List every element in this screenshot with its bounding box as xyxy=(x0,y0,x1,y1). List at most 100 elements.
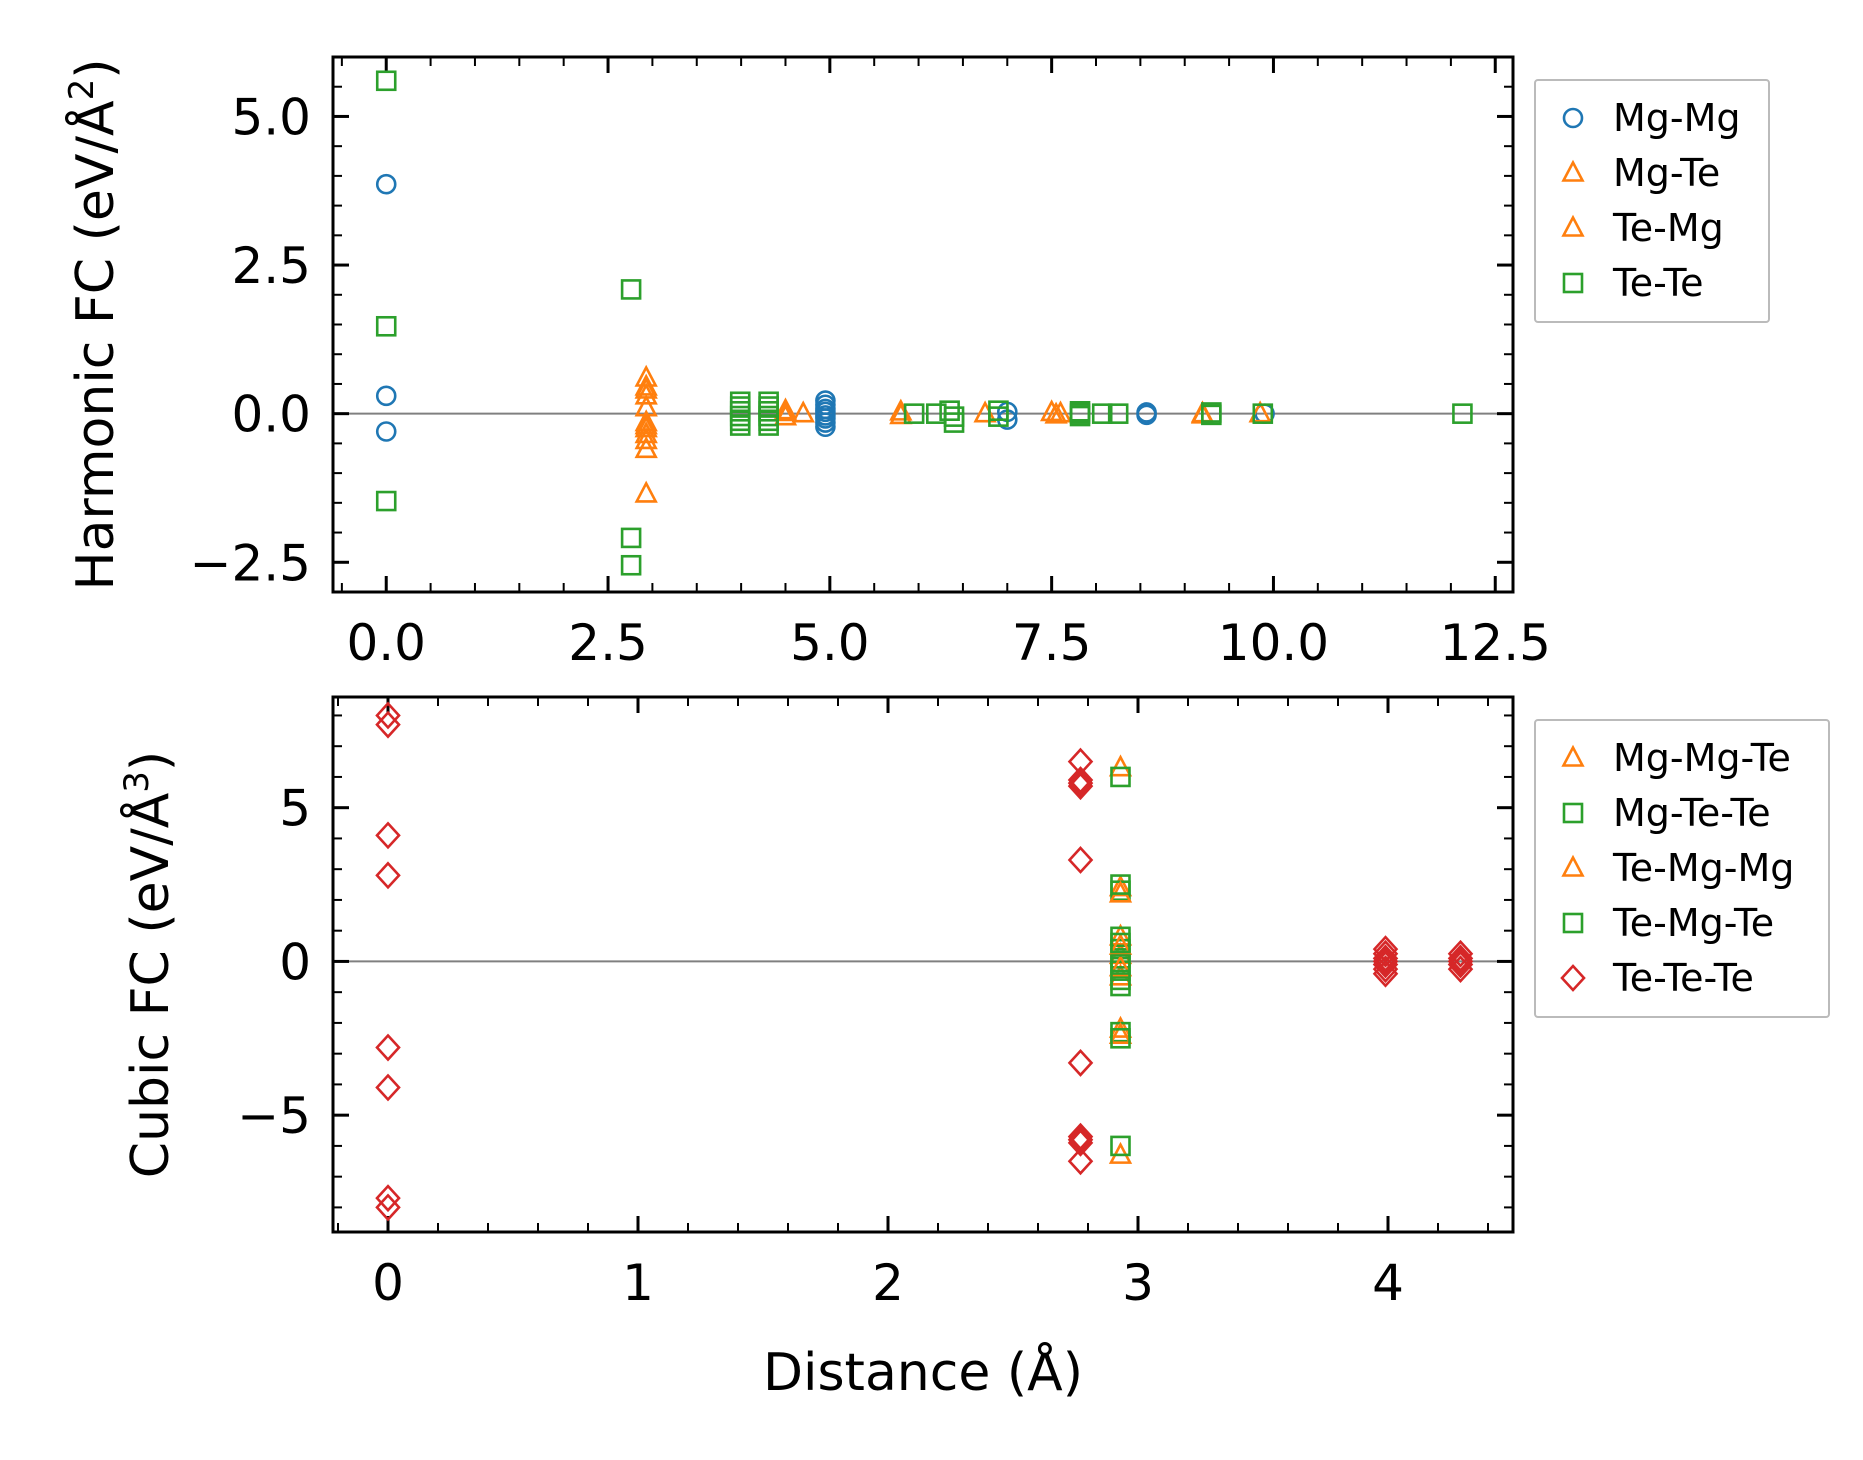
data-point-te-te xyxy=(903,403,925,424)
data-point-te-te xyxy=(758,415,779,436)
harmonic-x-tick-label: 2.5 xyxy=(568,614,648,672)
data-point-mg-te xyxy=(773,403,798,426)
harmonic-points xyxy=(375,70,1473,576)
legend-label-mg-mg-te: Mg-Mg-Te xyxy=(1613,736,1791,780)
data-point-te-te-te xyxy=(1372,959,1399,988)
legend-label-mg-mg: Mg-Mg xyxy=(1613,96,1741,140)
data-point-mg-mg-te xyxy=(1108,1015,1133,1038)
cubic-y-axis-label-main: Cubic FC (eV/Å xyxy=(119,792,181,1178)
cubic-series-te-mg-te xyxy=(1110,874,1131,1049)
data-point-te-te-te xyxy=(375,861,401,890)
legend-label-te-mg-te: Te-Mg-Te xyxy=(1612,901,1774,945)
legend-marker-mg-te xyxy=(1561,159,1585,182)
harmonic-panel: 0.0 2.5 5.0 7.5 10.0 12.5 −2.5 0.0 2.5 5.0 Harmon… xyxy=(62,55,1770,672)
data-point-mg-te-te xyxy=(1110,1135,1131,1157)
data-point-te-te xyxy=(1091,403,1113,424)
harmonic-y-tick-label: 0.0 xyxy=(231,386,311,444)
data-point-te-te-te xyxy=(1067,769,1094,798)
data-point-te-te-te xyxy=(1447,944,1474,973)
data-point-mg-mg xyxy=(815,416,836,438)
harmonic-y-tick-label: 2.5 xyxy=(231,237,311,295)
harmonic-x-tick-label: 0.0 xyxy=(346,614,426,672)
cubic-y-tick-label: 5 xyxy=(279,780,311,838)
legend-label-mg-te-te: Mg-Te-Te xyxy=(1613,791,1771,835)
harmonic-x-tick-label: 7.5 xyxy=(1012,614,1092,672)
data-point-te-mg xyxy=(773,399,798,422)
data-point-te-te xyxy=(988,406,1009,427)
harmonic-y-tick-label: 5.0 xyxy=(231,88,311,146)
data-point-te-mg-mg xyxy=(1108,1021,1133,1045)
data-point-te-te-te xyxy=(1067,1128,1094,1157)
data-point-mg-mg xyxy=(1136,404,1157,426)
cubic-legend: Mg-Mg-Te Mg-Te-Te Te-Mg-Mg Te-Mg-Te Te-Te-Te xyxy=(1534,719,1830,1018)
data-point-te-te-te xyxy=(1067,766,1094,794)
cubic-x-tick-label: 3 xyxy=(1122,1254,1154,1312)
data-point-te-te-te xyxy=(1067,1048,1094,1077)
data-point-te-te-te xyxy=(1372,955,1399,984)
data-point-te-mg xyxy=(634,382,658,405)
cubic-points xyxy=(375,701,1474,1222)
data-point-mg-te xyxy=(1248,400,1272,423)
cubic-y-axis-label-close: ) xyxy=(121,751,181,771)
cubic-x-axis-label: Distance (Å) xyxy=(763,1341,1083,1403)
data-point-te-te xyxy=(1201,404,1222,426)
harmonic-plot-frame xyxy=(331,55,1515,594)
data-point-te-te-te xyxy=(1067,772,1094,801)
legend-marker-mg-te-te xyxy=(1562,802,1584,824)
cubic-x-tick-label: 2 xyxy=(872,1254,904,1312)
legend-label-te-te-te: Te-Te-Te xyxy=(1612,956,1754,1000)
cubic-x-tick-label: 1 xyxy=(622,1254,654,1312)
data-point-te-te xyxy=(375,70,397,92)
harmonic-y-axis-label-close: ) xyxy=(66,58,126,78)
cubic-x-tick-label: 0 xyxy=(372,1254,404,1312)
cubic-y-tick-label: −5 xyxy=(237,1087,311,1145)
data-point-te-te xyxy=(729,415,751,436)
harmonic-ticks: 0.0 2.5 5.0 7.5 10.0 12.5 −2.5 0.0 2.5 5.0 xyxy=(190,56,1551,672)
cubic-y-axis-label-sup: 3 xyxy=(117,771,157,793)
data-point-te-te xyxy=(620,279,642,300)
data-point-mg-te xyxy=(791,400,815,423)
harmonic-x-tick-label: 5.0 xyxy=(790,614,870,672)
cubic-y-axis-label: Cubic FC (eV/Å3) xyxy=(117,751,181,1178)
legend-marker-te-mg-te xyxy=(1562,912,1584,934)
data-point-te-te-te xyxy=(375,710,401,739)
data-point-mg-mg xyxy=(375,421,397,442)
harmonic-legend-box xyxy=(1534,79,1770,323)
data-point-te-te-te xyxy=(1372,944,1399,973)
harmonic-y-tick-label: −2.5 xyxy=(190,534,311,592)
data-point-te-mg-te xyxy=(1110,874,1131,895)
data-point-te-te xyxy=(620,527,642,549)
harmonic-series-te-mg xyxy=(634,382,1068,435)
data-point-te-te-te xyxy=(1372,950,1399,979)
data-point-te-mg-te xyxy=(1110,954,1131,975)
data-point-te-te xyxy=(375,490,397,512)
cubic-y-tick-label: 0 xyxy=(279,933,311,991)
data-point-te-mg xyxy=(634,412,658,435)
data-point-mg-mg-te xyxy=(1108,874,1133,897)
cubic-panel: 0 1 2 3 4−505 Cubic FC (eV/Å3) Distance (Å) … xyxy=(117,695,1830,1403)
harmonic-legend: Mg-Mg Mg-Te Te-Mg Te-Te xyxy=(1534,79,1770,323)
data-point-te-te-te xyxy=(1447,939,1474,968)
data-point-te-te xyxy=(620,554,642,576)
data-point-te-te-te xyxy=(375,821,401,850)
legend-marker-te-te xyxy=(1562,272,1584,294)
data-point-te-te-te xyxy=(375,1073,401,1102)
legend-label-te-mg-mg: Te-Mg-Mg xyxy=(1612,846,1794,890)
data-point-mg-mg-te xyxy=(1108,754,1133,777)
data-point-mg-mg xyxy=(375,385,397,407)
legend-marker-te-mg-mg xyxy=(1561,854,1585,877)
legend-label-te-mg: Te-Mg xyxy=(1612,206,1724,250)
data-point-te-mg-te xyxy=(1110,932,1131,954)
data-point-mg-te xyxy=(634,373,658,396)
cubic-series-te-te-te xyxy=(375,701,1474,1222)
data-point-te-te xyxy=(943,412,965,433)
data-point-mg-te-te xyxy=(1110,766,1131,788)
data-point-te-te-te xyxy=(1447,947,1474,976)
harmonic-series-te-te xyxy=(375,70,1473,576)
data-point-te-te xyxy=(375,315,397,337)
data-point-te-mg-mg xyxy=(1108,954,1133,977)
cubic-legend-box xyxy=(1534,719,1830,1018)
data-point-te-te xyxy=(1107,403,1129,424)
data-point-te-te-te xyxy=(375,1193,401,1222)
